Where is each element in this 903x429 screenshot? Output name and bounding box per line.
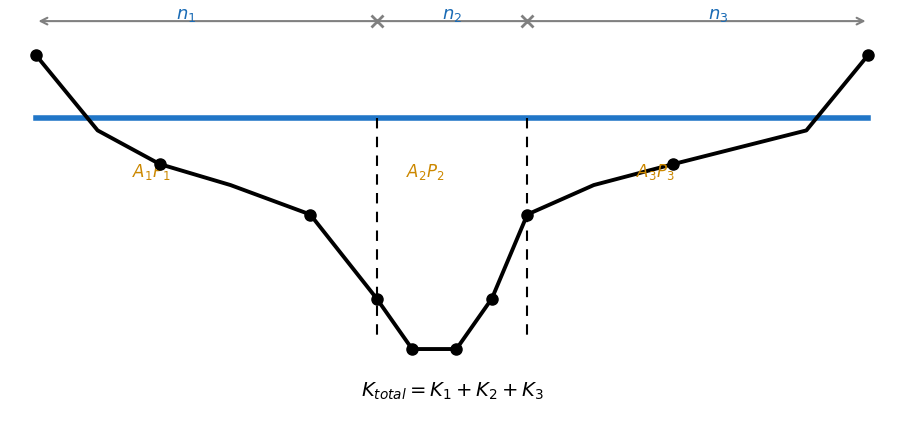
Text: $n_3$: $n_3$ — [707, 6, 727, 24]
Text: $A_3P_3$: $A_3P_3$ — [636, 163, 675, 182]
Text: $n_2$: $n_2$ — [442, 6, 461, 24]
Text: $n_1$: $n_1$ — [176, 6, 196, 24]
Text: $A_1P_1$: $A_1P_1$ — [131, 163, 170, 182]
Text: $A_2P_2$: $A_2P_2$ — [405, 163, 444, 182]
Text: $K_{total} = K_1 + K_2 + K_3$: $K_{total} = K_1 + K_2 + K_3$ — [360, 381, 543, 402]
